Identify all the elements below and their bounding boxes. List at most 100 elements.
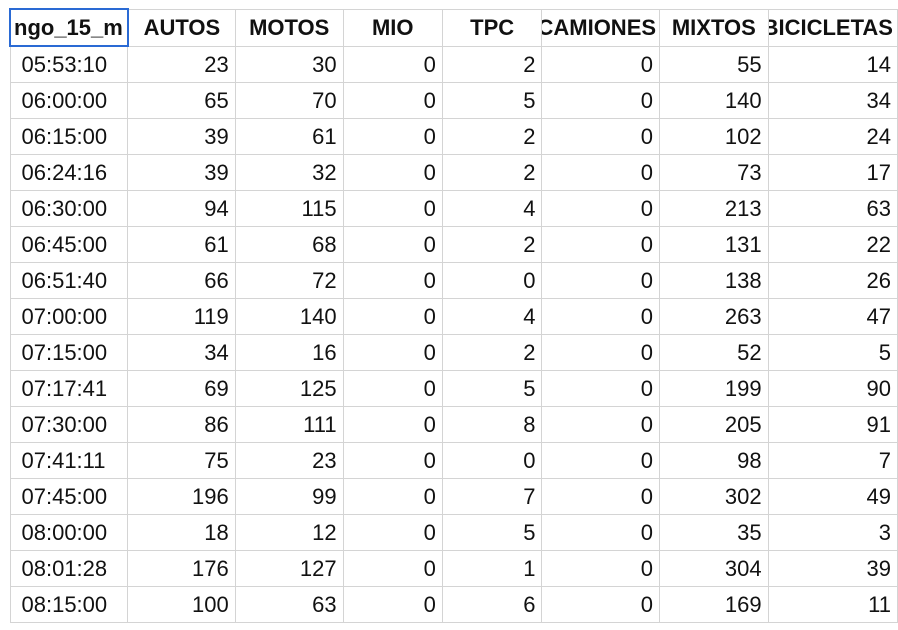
cell-camiones[interactable]: 0 xyxy=(541,586,661,623)
cell-camiones[interactable]: 0 xyxy=(541,82,661,119)
cell-time[interactable]: 05:53:10 xyxy=(9,45,129,83)
cell-autos[interactable]: 65 xyxy=(127,82,236,119)
cell-time[interactable]: 07:00:00 xyxy=(9,298,129,335)
cell-bicicletas[interactable]: 34 xyxy=(767,82,898,119)
cell-mixtos[interactable]: 213 xyxy=(659,190,769,227)
cell-camiones[interactable]: 0 xyxy=(541,406,661,443)
cell-tpc[interactable]: 5 xyxy=(441,514,543,551)
cell-mixtos[interactable]: 304 xyxy=(659,550,769,587)
cell-bicicletas[interactable]: 3 xyxy=(767,514,898,551)
cell-autos[interactable]: 39 xyxy=(127,154,236,191)
cell-autos[interactable]: 100 xyxy=(127,586,236,623)
cell-time[interactable]: 08:01:28 xyxy=(9,550,129,587)
cell-bicicletas[interactable]: 24 xyxy=(767,118,898,155)
cell-autos[interactable]: 23 xyxy=(127,45,236,83)
cell-bicicletas[interactable]: 49 xyxy=(767,478,898,515)
cell-tpc[interactable]: 0 xyxy=(441,262,543,299)
cell-mio[interactable]: 0 xyxy=(342,514,443,551)
cell-mio[interactable]: 0 xyxy=(342,82,443,119)
cell-autos[interactable]: 75 xyxy=(127,442,236,479)
cell-bicicletas[interactable]: 17 xyxy=(767,154,898,191)
cell-time[interactable]: 07:30:00 xyxy=(9,406,129,443)
cell-tpc[interactable]: 8 xyxy=(441,406,543,443)
cell-motos[interactable]: 68 xyxy=(234,226,344,263)
cell-mixtos[interactable]: 302 xyxy=(659,478,769,515)
cell-mixtos[interactable]: 131 xyxy=(659,226,769,263)
cell-camiones[interactable]: 0 xyxy=(541,154,661,191)
column-header-bicicletas[interactable]: BICICLETAS xyxy=(767,8,898,47)
cell-motos[interactable]: 99 xyxy=(234,478,344,515)
cell-camiones[interactable]: 0 xyxy=(541,370,661,407)
column-header-mio[interactable]: MIO xyxy=(342,8,443,47)
cell-time[interactable]: 06:51:40 xyxy=(9,262,129,299)
cell-motos[interactable]: 70 xyxy=(234,82,344,119)
cell-mixtos[interactable]: 263 xyxy=(659,298,769,335)
cell-bicicletas[interactable]: 5 xyxy=(767,334,898,371)
cell-tpc[interactable]: 2 xyxy=(441,226,543,263)
cell-motos[interactable]: 63 xyxy=(234,586,344,623)
cell-bicicletas[interactable]: 90 xyxy=(767,370,898,407)
cell-autos[interactable]: 119 xyxy=(127,298,236,335)
cell-motos[interactable]: 125 xyxy=(234,370,344,407)
cell-time[interactable]: 06:45:00 xyxy=(9,226,129,263)
cell-time[interactable]: 06:00:00 xyxy=(9,82,129,119)
cell-autos[interactable]: 176 xyxy=(127,550,236,587)
cell-autos[interactable]: 18 xyxy=(127,514,236,551)
cell-bicicletas[interactable]: 63 xyxy=(767,190,898,227)
cell-mixtos[interactable]: 52 xyxy=(659,334,769,371)
cell-motos[interactable]: 111 xyxy=(234,406,344,443)
cell-time[interactable]: 07:17:41 xyxy=(9,370,129,407)
cell-time[interactable]: 07:45:00 xyxy=(9,478,129,515)
column-header-tpc[interactable]: TPC xyxy=(441,8,543,47)
cell-bicicletas[interactable]: 26 xyxy=(767,262,898,299)
cell-camiones[interactable]: 0 xyxy=(541,442,661,479)
cell-mio[interactable]: 0 xyxy=(342,550,443,587)
cell-tpc[interactable]: 2 xyxy=(441,45,543,83)
cell-camiones[interactable]: 0 xyxy=(541,190,661,227)
cell-mio[interactable]: 0 xyxy=(342,262,443,299)
cell-motos[interactable]: 23 xyxy=(234,442,344,479)
cell-time[interactable]: 07:15:00 xyxy=(9,334,129,371)
cell-time[interactable]: 06:24:16 xyxy=(9,154,129,191)
cell-autos[interactable]: 61 xyxy=(127,226,236,263)
cell-bicicletas[interactable]: 39 xyxy=(767,550,898,587)
cell-tpc[interactable]: 4 xyxy=(441,298,543,335)
cell-mio[interactable]: 0 xyxy=(342,442,443,479)
cell-time[interactable]: 06:30:00 xyxy=(9,190,129,227)
cell-motos[interactable]: 12 xyxy=(234,514,344,551)
cell-time[interactable]: 07:41:11 xyxy=(9,442,129,479)
cell-tpc[interactable]: 5 xyxy=(441,370,543,407)
cell-mio[interactable]: 0 xyxy=(342,118,443,155)
cell-mixtos[interactable]: 73 xyxy=(659,154,769,191)
cell-mixtos[interactable]: 138 xyxy=(659,262,769,299)
cell-camiones[interactable]: 0 xyxy=(541,118,661,155)
cell-motos[interactable]: 72 xyxy=(234,262,344,299)
cell-mio[interactable]: 0 xyxy=(342,190,443,227)
column-header-time-range[interactable]: ngo_15_m xyxy=(9,8,129,47)
cell-camiones[interactable]: 0 xyxy=(541,514,661,551)
cell-mio[interactable]: 0 xyxy=(342,334,443,371)
cell-bicicletas[interactable]: 14 xyxy=(767,45,898,83)
cell-mio[interactable]: 0 xyxy=(342,478,443,515)
cell-camiones[interactable]: 0 xyxy=(541,226,661,263)
cell-mixtos[interactable]: 35 xyxy=(659,514,769,551)
column-header-motos[interactable]: MOTOS xyxy=(234,8,344,47)
cell-mio[interactable]: 0 xyxy=(342,226,443,263)
cell-time[interactable]: 08:15:00 xyxy=(9,586,129,623)
cell-mixtos[interactable]: 205 xyxy=(659,406,769,443)
cell-motos[interactable]: 127 xyxy=(234,550,344,587)
cell-tpc[interactable]: 2 xyxy=(441,334,543,371)
cell-mio[interactable]: 0 xyxy=(342,370,443,407)
cell-mixtos[interactable]: 140 xyxy=(659,82,769,119)
cell-mio[interactable]: 0 xyxy=(342,298,443,335)
cell-time[interactable]: 08:00:00 xyxy=(9,514,129,551)
cell-motos[interactable]: 115 xyxy=(234,190,344,227)
cell-tpc[interactable]: 2 xyxy=(441,118,543,155)
cell-autos[interactable]: 69 xyxy=(127,370,236,407)
cell-autos[interactable]: 66 xyxy=(127,262,236,299)
cell-mixtos[interactable]: 169 xyxy=(659,586,769,623)
cell-motos[interactable]: 140 xyxy=(234,298,344,335)
cell-mixtos[interactable]: 55 xyxy=(659,45,769,83)
cell-mio[interactable]: 0 xyxy=(342,154,443,191)
cell-motos[interactable]: 30 xyxy=(234,45,344,83)
